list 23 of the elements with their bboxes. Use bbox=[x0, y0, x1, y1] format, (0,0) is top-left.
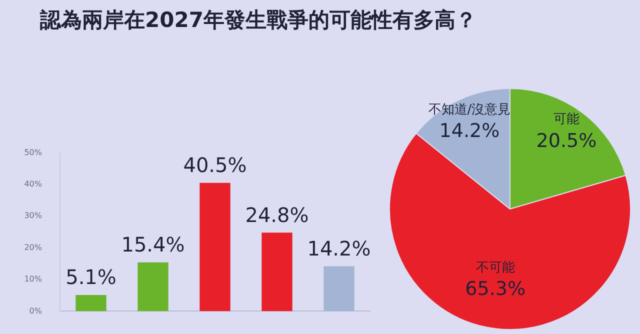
y-tick-label: 30% bbox=[24, 211, 42, 220]
chart-title: 認為兩岸在2027年發生戰爭的可能性有多高？ bbox=[40, 7, 478, 34]
data-label: 5.1% bbox=[66, 265, 116, 290]
bar bbox=[138, 262, 168, 312]
data-label: 15.4% bbox=[121, 232, 185, 257]
y-tick-label: 10% bbox=[24, 274, 42, 284]
data-label: 24.8% bbox=[245, 202, 309, 227]
bar bbox=[76, 295, 106, 312]
data-label: 20.5% bbox=[536, 130, 597, 152]
y-tick-label: 0% bbox=[29, 306, 42, 316]
data-label: 14.2% bbox=[307, 236, 371, 260]
data-label: 40.5% bbox=[183, 153, 247, 178]
y-tick-label: 40% bbox=[24, 180, 42, 189]
y-tick-label: 50% bbox=[24, 148, 42, 157]
bar bbox=[324, 266, 354, 312]
y-tick-label: 20% bbox=[24, 242, 42, 252]
bar bbox=[200, 182, 230, 312]
slice-label: 不知道/沒意見 bbox=[428, 102, 511, 118]
data-label: 65.3% bbox=[465, 278, 526, 300]
slice-label: 不可能 bbox=[476, 260, 515, 276]
data-label: 14.2% bbox=[439, 120, 500, 142]
slice-label: 可能 bbox=[553, 112, 580, 128]
bar bbox=[262, 232, 292, 312]
